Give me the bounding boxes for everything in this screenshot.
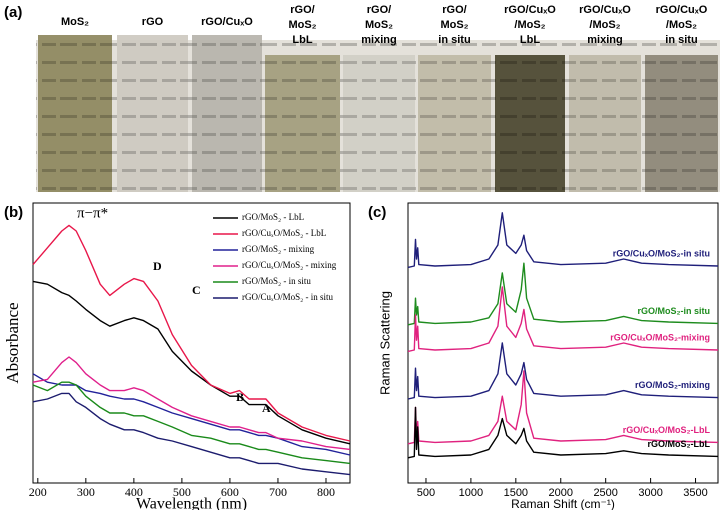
sample-label: rGO/ (442, 4, 466, 16)
sample-label: rGO/CuₓO (656, 4, 708, 16)
sample-label: /MoS₂ (514, 19, 545, 31)
legend-label: rGO/CuₓO/MoS₂ - in situ (242, 292, 334, 302)
sample-label: rGO/CuₓO (504, 4, 556, 16)
raman-chart: 500 1000 1500 2000 2500 3000 3500 Raman Shift (… (377, 202, 719, 510)
x-tick-label: 1500 (504, 487, 528, 499)
film-text (265, 55, 340, 192)
film-text (192, 35, 262, 192)
sample-label: in situ (665, 34, 697, 46)
sample-label: LbL (292, 34, 312, 46)
sample-label: rGO/CuₓO (579, 4, 631, 16)
x-tick-label: 3000 (638, 487, 662, 499)
x-tick-label: 400 (125, 485, 143, 499)
plot-frame (32, 202, 351, 484)
x-tick-label: 500 (173, 485, 191, 499)
sample-label: MoS₂ (61, 16, 89, 28)
sample-label: LbL (520, 34, 540, 46)
sample-label: MoS₂ (440, 19, 468, 31)
annotation: D (153, 259, 162, 273)
series-label: rGO/MoS₂-LbL (648, 439, 711, 449)
annotation: A (262, 401, 271, 415)
film-text (343, 55, 415, 192)
sample-label: mixing (587, 34, 622, 46)
film-text (418, 55, 491, 192)
x-tick-label: 2000 (549, 487, 573, 499)
series-line (32, 392, 351, 476)
legend-label: rGO/CuₓO/MoS₂ - mixing (242, 260, 337, 270)
annotation: C (192, 283, 201, 297)
x-tick-label: 3500 (683, 487, 707, 499)
x-tick-label: 600 (221, 485, 239, 499)
series-label: rGO/CuₓO/MoS₂-mixing (610, 332, 710, 342)
panel-label: (a) (4, 4, 22, 21)
x-tick-label: 500 (417, 487, 435, 499)
panel-label: (b) (4, 204, 23, 221)
series-line (32, 373, 351, 456)
sample-label: rGO (142, 16, 164, 28)
x-tick-label: 300 (77, 485, 95, 499)
sample-label: MoS₂ (365, 19, 393, 31)
series-line (407, 342, 719, 400)
series-line (32, 280, 351, 445)
series-line (32, 356, 351, 451)
sample-label: in situ (438, 34, 470, 46)
legend-label: rGO/MoS₂ - in situ (242, 276, 311, 286)
legend-label: rGO/CuₓO/MoS₂ - LbL (242, 228, 326, 238)
photo-strip: MoS₂ rGO rGO/CuₓO rGO/MoS₂ LbL rGO/MoS₂ mixing… (36, 4, 720, 192)
panel-label: (c) (368, 204, 386, 221)
sample-label: /MoS₂ (589, 19, 620, 31)
y-axis-label: Absorbance (3, 302, 22, 383)
series-line (407, 370, 719, 445)
annotation: π−π* (77, 205, 108, 221)
series-label: rGO/CuₓO/MoS₂-in situ (613, 248, 710, 258)
film-text (645, 55, 718, 192)
film-text (495, 55, 565, 192)
x-tick-label: 1000 (459, 487, 483, 499)
series-line (407, 262, 719, 326)
film-text (38, 35, 112, 192)
x-tick-label: 2500 (593, 487, 617, 499)
series-label: rGO/MoS₂-in situ (638, 306, 711, 316)
sample-label: mixing (361, 34, 396, 46)
film-text (117, 35, 188, 192)
sample-label: MoS₂ (288, 19, 316, 31)
series-label: rGO/MoS₂-mixing (635, 380, 710, 390)
absorbance-chart: π−π* D C B A 200 300 400 500 600 700 800Wavele… (3, 202, 351, 510)
sample-label: /MoS₂ (666, 19, 697, 31)
series-line (407, 406, 719, 459)
sample-label: rGO/ (367, 4, 391, 16)
series-label: rGO/CuₓO/MoS₂-LbL (623, 425, 711, 435)
legend-label: rGO/MoS₂ - LbL (242, 212, 304, 222)
series-line (32, 381, 351, 465)
film-text (569, 55, 641, 192)
x-axis-label: Raman Shift (cm⁻¹) (511, 497, 615, 510)
plot-frame (407, 202, 719, 484)
series-line (407, 286, 719, 353)
x-tick-label: 700 (269, 485, 287, 499)
sample-label: rGO/CuₓO (201, 16, 253, 28)
sample-label: rGO/ (290, 4, 314, 16)
x-axis-label: Wavelength (nm) (136, 496, 247, 510)
y-axis-label: Raman Scattering (377, 291, 392, 395)
series-line (32, 224, 351, 442)
legend-label: rGO/MoS₂ - mixing (242, 244, 315, 254)
series-line (407, 212, 719, 269)
x-tick-label: 200 (29, 485, 47, 499)
x-tick-label: 800 (317, 485, 335, 499)
